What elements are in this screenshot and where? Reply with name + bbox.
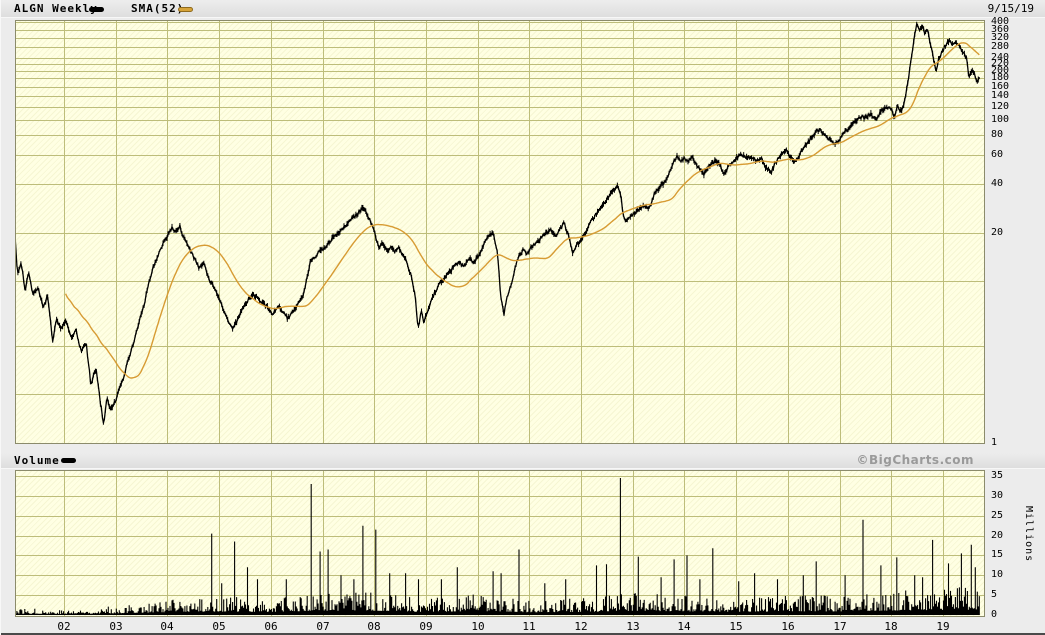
year-label: 08 (367, 620, 381, 633)
price-tick-label: 360 (991, 24, 1010, 35)
window-bottom-edge (1, 633, 1045, 635)
year-label: 15 (729, 620, 743, 633)
year-label: 10 (471, 620, 485, 633)
price-tick-label: 160 (991, 81, 1010, 92)
year-label: 03 (109, 620, 123, 633)
price-tick-label: 20 (991, 227, 1004, 238)
volume-label: Volume (14, 454, 60, 467)
sma-label: SMA(52) (131, 2, 185, 15)
year-label: 13 (626, 620, 640, 633)
price-tick-label: 180 (991, 72, 1010, 83)
price-tick-label: 100 (991, 114, 1010, 125)
volume-tick-label: 0 (991, 609, 998, 620)
volume-swatch-icon (61, 458, 76, 463)
symbol-series-label: ALGN Weekly (14, 2, 98, 15)
price-axis-labels: 400 360 320 280 240 220 200 180 160 140 120 100 80 60… (991, 0, 1031, 635)
price-line-swatch-icon (89, 7, 104, 12)
price-tick-label: 320 (991, 32, 1010, 43)
millions-axis-label: Millions (1023, 506, 1034, 563)
year-label: 07 (316, 620, 330, 633)
price-tick-label: 200 (991, 65, 1010, 76)
volume-tick-label: 35 (991, 470, 1004, 481)
year-label: 04 (160, 620, 174, 633)
sma-line-swatch-icon (178, 7, 193, 12)
price-tick-label: 140 (991, 90, 1010, 101)
year-label: 12 (574, 620, 588, 633)
volume-axis-labels: 35 30 25 20 15 10 5 0 (991, 0, 1031, 635)
price-tick-label: 40 (991, 178, 1004, 189)
volume-tick-label: 10 (991, 569, 1004, 580)
volume-tick-label: 25 (991, 510, 1004, 521)
price-tick-label: 80 (991, 129, 1004, 140)
year-label: 17 (833, 620, 847, 633)
chart-date: 9/15/19 (987, 2, 1034, 15)
price-chart-header: ALGN Weekly SMA(52) 9/15/19 (1, 0, 1045, 18)
bigcharts-watermark: ©BigCharts.com (856, 453, 974, 467)
volume-chart-pane (15, 470, 985, 617)
price-tick-label: 280 (991, 41, 1010, 52)
price-tick-label: 240 (991, 52, 1010, 63)
volume-tick-label: 5 (991, 589, 998, 600)
year-label: 06 (264, 620, 278, 633)
year-label: 11 (522, 620, 536, 633)
price-tick-label: 1 (991, 437, 998, 448)
price-tick-label: 400 (991, 16, 1010, 27)
year-label: 19 (936, 620, 950, 633)
year-label: 16 (781, 620, 795, 633)
price-tick-label: 220 (991, 58, 1010, 69)
year-label: 18 (884, 620, 898, 633)
year-label: 02 (57, 620, 71, 633)
price-tick-label: 120 (991, 101, 1010, 112)
year-label: 05 (212, 620, 226, 633)
volume-header: Volume ©BigCharts.com (1, 452, 1045, 469)
volume-tick-label: 20 (991, 530, 1004, 541)
volume-tick-label: 30 (991, 490, 1004, 501)
year-label: 09 (419, 620, 433, 633)
price-chart-pane (15, 20, 985, 444)
volume-tick-label: 15 (991, 549, 1004, 560)
price-tick-label: 60 (991, 149, 1004, 160)
year-label: 14 (677, 620, 691, 633)
